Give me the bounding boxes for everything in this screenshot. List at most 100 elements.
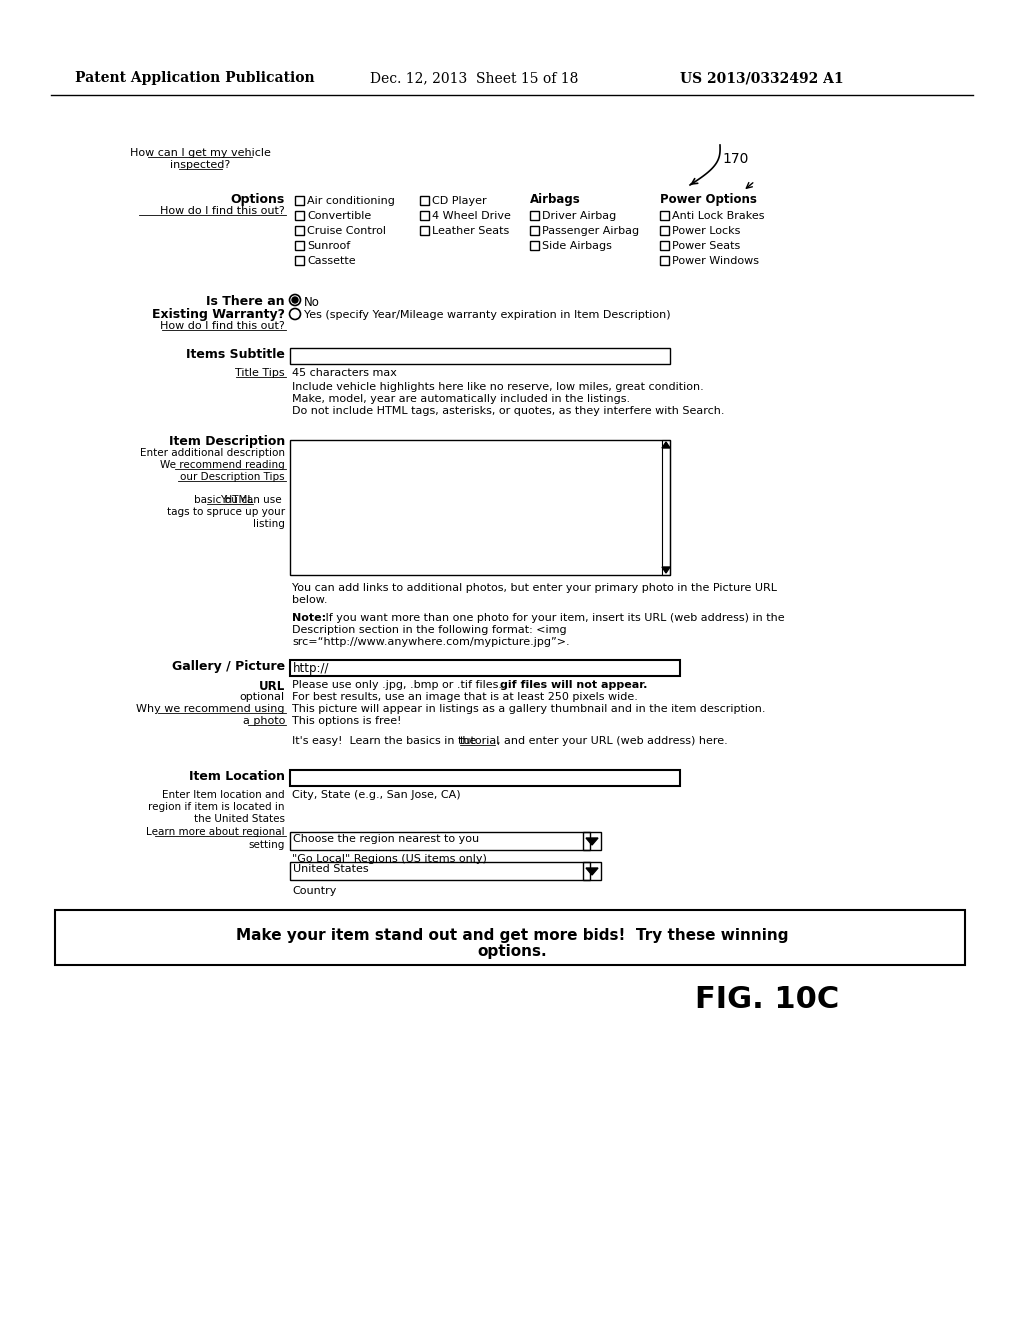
Bar: [290, 832, 590, 850]
Bar: [420, 195, 429, 205]
Bar: [420, 211, 429, 220]
Text: a photo: a photo: [243, 715, 285, 726]
Text: Choose the region nearest to you: Choose the region nearest to you: [293, 834, 479, 843]
Text: No: No: [304, 296, 319, 309]
Text: Item Description: Item Description: [169, 436, 285, 447]
Text: Include vehicle highlights here like no reserve, low miles, great condition.: Include vehicle highlights here like no …: [292, 381, 703, 392]
Bar: [295, 256, 304, 265]
Text: Air conditioning: Air conditioning: [307, 195, 395, 206]
Text: listing: listing: [253, 519, 285, 529]
Text: Leather Seats: Leather Seats: [432, 226, 509, 236]
Text: Dec. 12, 2013  Sheet 15 of 18: Dec. 12, 2013 Sheet 15 of 18: [370, 71, 579, 84]
Text: Make, model, year are automatically included in the listings.: Make, model, year are automatically incl…: [292, 393, 630, 404]
Text: Learn more about regional: Learn more about regional: [146, 828, 285, 837]
Text: inspected?: inspected?: [170, 160, 230, 170]
Text: For best results, use an image that is at least 250 pixels wide.: For best results, use an image that is a…: [292, 692, 638, 702]
Bar: [662, 440, 670, 576]
Bar: [295, 211, 304, 220]
Bar: [530, 226, 539, 235]
Text: US 2013/0332492 A1: US 2013/0332492 A1: [680, 71, 844, 84]
Text: Yes (specify Year/Mileage warranty expiration in Item Description): Yes (specify Year/Mileage warranty expir…: [304, 310, 671, 319]
Text: Power Windows: Power Windows: [672, 256, 759, 267]
Text: region if item is located in: region if item is located in: [148, 803, 285, 812]
Text: United States: United States: [293, 865, 369, 874]
Bar: [295, 195, 304, 205]
Text: Power Locks: Power Locks: [672, 226, 740, 236]
Text: Country: Country: [292, 886, 336, 896]
Text: Item Location: Item Location: [189, 770, 285, 783]
Text: Make your item stand out and get more bids!  Try these winning: Make your item stand out and get more bi…: [236, 928, 788, 942]
Text: tutorial: tutorial: [460, 737, 501, 746]
Text: Driver Airbag: Driver Airbag: [542, 211, 616, 220]
Text: How do I find this out?: How do I find this out?: [160, 206, 285, 216]
Bar: [295, 242, 304, 249]
Text: below.: below.: [292, 595, 328, 605]
Text: Description section in the following format: <img: Description section in the following for…: [292, 624, 566, 635]
Text: Cassette: Cassette: [307, 256, 355, 267]
Bar: [530, 242, 539, 249]
Text: How can I get my vehicle: How can I get my vehicle: [130, 148, 270, 158]
Text: Sunroof: Sunroof: [307, 242, 350, 251]
Text: This options is free!: This options is free!: [292, 715, 401, 726]
Polygon shape: [586, 838, 598, 845]
Text: Anti Lock Brakes: Anti Lock Brakes: [672, 211, 765, 220]
Text: basic HTML: basic HTML: [194, 495, 253, 506]
Text: It's easy!  Learn the basics in the: It's easy! Learn the basics in the: [292, 737, 480, 746]
Text: FIG. 10C: FIG. 10C: [695, 985, 840, 1014]
Polygon shape: [662, 442, 670, 447]
Text: Power Options: Power Options: [660, 193, 757, 206]
Text: If you want more than one photo for your item, insert its URL (web address) in t: If you want more than one photo for your…: [322, 612, 784, 623]
Bar: [290, 660, 680, 676]
Text: , and enter your URL (web address) here.: , and enter your URL (web address) here.: [497, 737, 728, 746]
Text: URL: URL: [259, 680, 285, 693]
Bar: [530, 211, 539, 220]
Text: Side Airbags: Side Airbags: [542, 242, 612, 251]
Text: Patent Application Publication: Patent Application Publication: [75, 71, 314, 84]
Text: Note:: Note:: [292, 612, 326, 623]
Text: Gallery / Picture: Gallery / Picture: [172, 660, 285, 673]
Text: How do I find this out?: How do I find this out?: [160, 321, 285, 331]
Bar: [660, 256, 669, 265]
Text: City, State (e.g., San Jose, CA): City, State (e.g., San Jose, CA): [292, 789, 461, 800]
Text: Please use only .jpg, .bmp or .tif files.: Please use only .jpg, .bmp or .tif files…: [292, 680, 506, 690]
Text: "Go Local" Regions (US items only): "Go Local" Regions (US items only): [292, 854, 486, 865]
Text: You can use: You can use: [220, 495, 285, 506]
Polygon shape: [662, 568, 670, 573]
Bar: [660, 211, 669, 220]
Text: 170: 170: [722, 152, 749, 166]
Bar: [583, 862, 601, 880]
Text: gif files will not appear.: gif files will not appear.: [500, 680, 647, 690]
Text: Convertible: Convertible: [307, 211, 372, 220]
Circle shape: [292, 297, 298, 304]
Text: setting: setting: [249, 840, 285, 850]
Text: 45 characters max: 45 characters max: [292, 368, 397, 378]
Text: Existing Warranty?: Existing Warranty?: [152, 308, 285, 321]
Text: the United States: the United States: [194, 814, 285, 824]
Text: Options: Options: [230, 193, 285, 206]
Text: Why we recommend using: Why we recommend using: [136, 704, 285, 714]
Bar: [290, 440, 670, 576]
Text: Enter Item location and: Enter Item location and: [163, 789, 285, 800]
Text: src=“http://www.anywhere.com/mypicture.jpg”>.: src=“http://www.anywhere.com/mypicture.j…: [292, 638, 569, 647]
Text: our Description Tips: our Description Tips: [180, 473, 285, 482]
Bar: [583, 832, 601, 850]
Text: Do not include HTML tags, asterisks, or quotes, as they interfere with Search.: Do not include HTML tags, asterisks, or …: [292, 407, 725, 416]
Bar: [290, 770, 680, 785]
Text: Items Subtitle: Items Subtitle: [186, 348, 285, 360]
Text: options.: options.: [477, 944, 547, 960]
Text: Passenger Airbag: Passenger Airbag: [542, 226, 639, 236]
Bar: [55, 909, 965, 965]
Text: We recommend reading: We recommend reading: [160, 459, 285, 470]
Text: optional: optional: [240, 692, 285, 702]
Text: http://: http://: [293, 663, 330, 675]
Text: CD Player: CD Player: [432, 195, 486, 206]
Text: Title Tips: Title Tips: [236, 368, 285, 378]
Text: Airbags: Airbags: [530, 193, 581, 206]
Bar: [290, 348, 670, 364]
Text: You can add links to additional photos, but enter your primary photo in the Pict: You can add links to additional photos, …: [292, 583, 777, 593]
Bar: [660, 242, 669, 249]
Polygon shape: [586, 869, 598, 875]
Bar: [660, 226, 669, 235]
Text: 4 Wheel Drive: 4 Wheel Drive: [432, 211, 511, 220]
Text: Enter additional description: Enter additional description: [140, 447, 285, 458]
